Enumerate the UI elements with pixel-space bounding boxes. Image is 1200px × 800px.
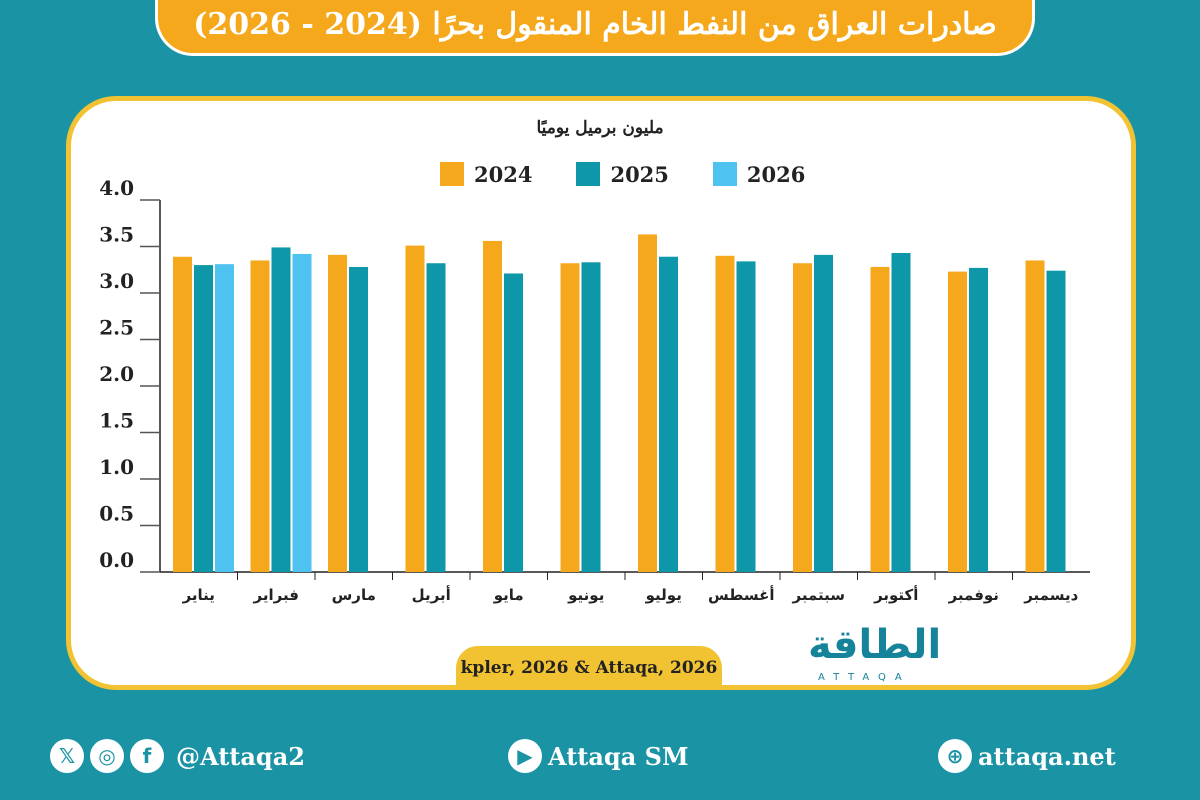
y-tick-label: 2.5 <box>99 316 134 340</box>
bar-2025-0 <box>194 265 213 572</box>
instagram-icon[interactable]: ◎ <box>90 739 124 773</box>
x-tick-label: يناير <box>182 586 215 604</box>
bar-2024-10 <box>948 271 967 572</box>
bar-2024-5 <box>560 263 580 572</box>
legend-item-2026: 2026 <box>712 162 805 187</box>
bar-2025-10 <box>969 267 988 572</box>
x-tick-label: ديسمبر <box>1023 586 1078 604</box>
legend-item-2024: 2024 <box>440 162 532 187</box>
x-tick-label: يونيو <box>567 586 604 604</box>
bar-2025-2 <box>349 266 368 572</box>
bar-2024-2 <box>328 254 347 572</box>
social-handle[interactable]: @Attaqa2 <box>176 741 305 771</box>
y-tick-label: 1.0 <box>99 455 134 479</box>
chart-title: صادرات العراق من النفط الخام المنقول بحر… <box>155 0 1035 56</box>
y-tick-label: 4.0 <box>99 176 134 200</box>
x-tick-label: نوفمبر <box>948 586 999 604</box>
y-axis-unit-label: مليون برميل يوميًا <box>536 118 664 138</box>
bar-2025-8 <box>814 254 833 572</box>
x-tick-label: يوليو <box>645 586 682 604</box>
x-tick-label: أكتوبر <box>873 585 918 604</box>
bar-2026-1 <box>292 253 312 572</box>
attaqa-logo: الطاقة <box>808 622 942 668</box>
y-tick-label: 1.5 <box>99 409 134 433</box>
x-icon[interactable]: 𝕏 <box>50 739 84 773</box>
bar-2025-4 <box>504 273 523 572</box>
y-tick-label: 0.5 <box>99 502 134 526</box>
bar-2024-6 <box>638 234 657 572</box>
legend-item-2025: 2025 <box>576 162 669 187</box>
bar-2024-0 <box>173 256 192 572</box>
bar-2025-11 <box>1046 270 1066 572</box>
youtube-channel[interactable]: Attaqa SM <box>548 741 689 771</box>
attaqa-logo-sub: ATTAQA <box>818 672 911 683</box>
facebook-icon[interactable]: f <box>130 739 164 773</box>
bar-2025-6 <box>659 256 678 572</box>
y-tick-label: 2.0 <box>99 362 134 386</box>
y-tick-label: 0.0 <box>99 548 134 572</box>
website-link[interactable]: attaqa.net <box>978 741 1116 771</box>
bar-2025-1 <box>271 247 291 572</box>
legend: 2024 2025 2026 <box>440 162 805 187</box>
x-tick-label: فبراير <box>253 586 299 604</box>
x-tick-label: سبتمبر <box>791 586 845 604</box>
footer-website: ⊕ attaqa.net <box>938 736 1116 776</box>
footer-youtube: ▶ Attaqa SM <box>508 736 689 776</box>
bar-2025-7 <box>736 261 756 572</box>
bar-2024-9 <box>870 266 890 572</box>
source-label: kpler, 2026 & Attaqa, 2026 <box>456 646 722 690</box>
bar-2025-5 <box>581 262 601 572</box>
youtube-icon[interactable]: ▶ <box>508 739 542 773</box>
bar-2024-4 <box>483 240 502 573</box>
footer-social: 𝕏 ◎ f @Attaqa2 <box>50 736 305 776</box>
bar-2024-3 <box>405 245 425 572</box>
y-tick-label: 3.5 <box>99 223 134 247</box>
bar-2024-7 <box>715 255 735 573</box>
bar-2024-11 <box>1025 260 1045 572</box>
x-tick-label: مارس <box>332 586 376 604</box>
bar-2024-8 <box>793 263 812 572</box>
bar-2025-9 <box>891 253 911 572</box>
y-tick-label: 3.0 <box>99 269 134 293</box>
x-tick-label: أبريل <box>412 585 451 604</box>
globe-icon: ⊕ <box>938 739 972 773</box>
x-tick-label: أغسطس <box>708 585 774 604</box>
x-tick-label: مايو <box>493 586 524 604</box>
bar-2025-3 <box>426 263 446 572</box>
bar-2024-1 <box>250 260 270 572</box>
bar-2026-0 <box>215 264 234 572</box>
